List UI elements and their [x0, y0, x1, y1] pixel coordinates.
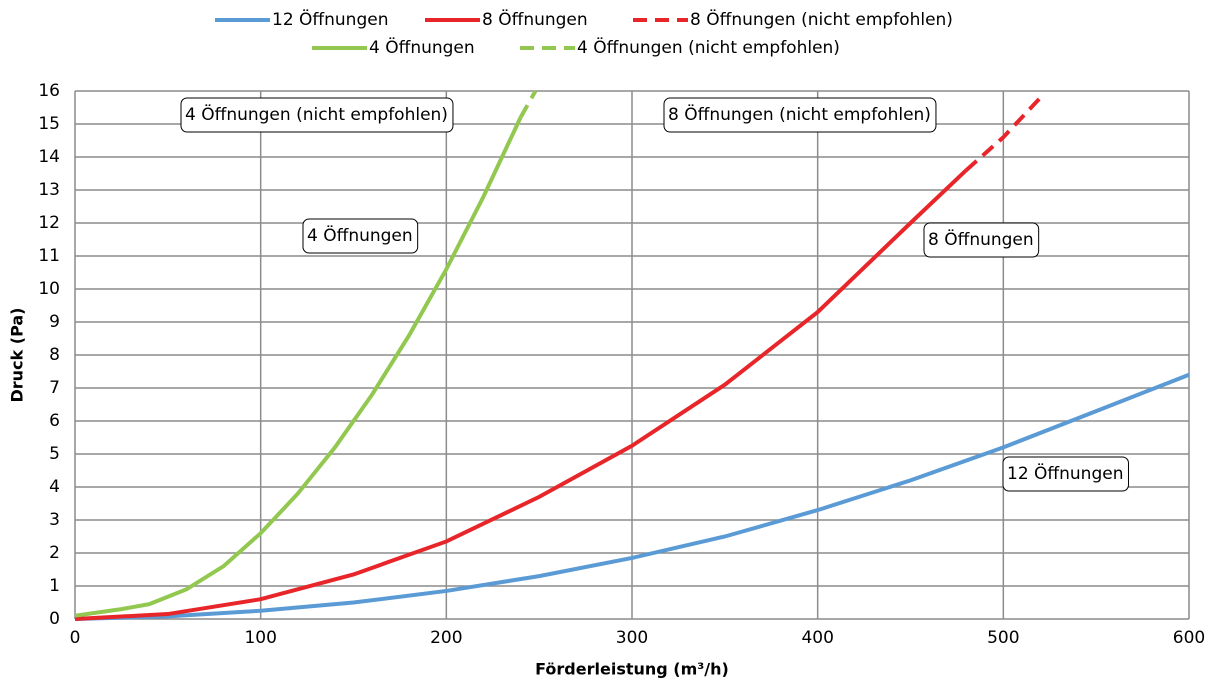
y-tick-label: 16 — [38, 81, 60, 101]
annotation-box — [663, 97, 937, 133]
y-tick-label: 11 — [38, 246, 60, 266]
y-axis-label: Druck (Pa) — [8, 308, 27, 403]
y-tick-label: 1 — [49, 576, 60, 596]
y-tick-label: 4 — [49, 477, 60, 497]
y-tick-label: 9 — [49, 312, 60, 332]
y-tick-label: 15 — [38, 114, 60, 134]
x-tick-label: 100 — [244, 628, 276, 648]
x-tick-label: 500 — [987, 628, 1019, 648]
legend-label: 4 Öffnungen — [369, 36, 475, 58]
annotation: 8 Öffnungen (nicht empfohlen) — [668, 103, 931, 125]
y-tick-label: 6 — [49, 411, 60, 431]
y-tick-label: 7 — [49, 378, 60, 398]
y-tick-label: 14 — [38, 147, 60, 167]
x-axis-label: Förderleistung (m³/h) — [535, 660, 729, 679]
y-tick-label: 8 — [49, 345, 60, 365]
line-series — [74, 116, 523, 618]
annotation-box — [1002, 456, 1129, 492]
x-tick-label: 300 — [616, 628, 648, 648]
legend-label: 8 Öffnungen (nicht empfohlen) — [690, 8, 953, 30]
y-tick-label: 10 — [38, 279, 60, 299]
x-tick-label: 200 — [430, 628, 462, 648]
annotation: 4 Öffnungen — [307, 224, 413, 246]
y-tick-label: 5 — [49, 444, 60, 464]
y-tick-label: 12 — [38, 213, 60, 233]
annotation: 12 Öffnungen — [1007, 462, 1123, 484]
line-series — [518, 90, 538, 119]
annotation-box — [923, 222, 1040, 258]
line-series — [74, 168, 968, 621]
x-tick-label: 600 — [1173, 628, 1205, 648]
annotation: 4 Öffnungen (nicht empfohlen) — [185, 103, 448, 125]
line-series — [964, 96, 1042, 172]
legend-label: 4 Öffnungen (nicht empfohlen) — [577, 36, 840, 58]
legend-label: 8 Öffnungen — [482, 8, 588, 30]
annotation-box — [302, 218, 419, 254]
x-tick-label: 0 — [70, 628, 81, 648]
line-series — [74, 372, 1190, 621]
legend-label: 12 Öffnungen — [272, 8, 388, 30]
annotation: 8 Öffnungen — [928, 228, 1034, 250]
y-tick-label: 0 — [49, 609, 60, 629]
y-tick-label: 3 — [49, 510, 60, 530]
x-tick-label: 400 — [801, 628, 833, 648]
y-tick-label: 2 — [49, 543, 60, 563]
y-tick-label: 13 — [38, 180, 60, 200]
annotation-box — [180, 97, 454, 133]
